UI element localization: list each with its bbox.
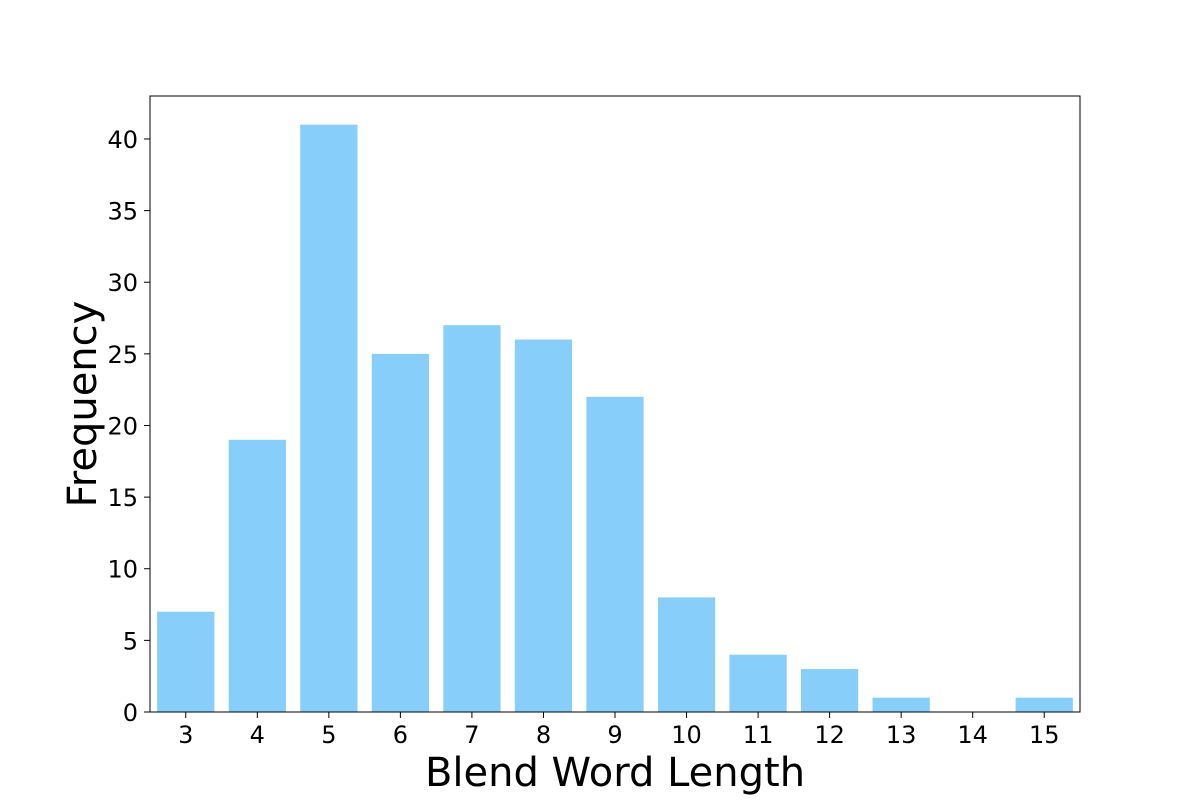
bar-10 <box>657 597 716 712</box>
bar-5 <box>300 124 358 712</box>
bar-6 <box>371 353 429 712</box>
bar-9 <box>586 396 644 712</box>
y-tick-label: 5 <box>123 627 138 655</box>
x-tick-label: 10 <box>671 721 702 749</box>
x-tick-label: 4 <box>250 721 265 749</box>
y-tick-label: 25 <box>107 341 138 369</box>
x-tick-label: 7 <box>464 721 479 749</box>
x-tick-label: 3 <box>178 721 193 749</box>
y-tick-label: 35 <box>107 198 138 226</box>
y-tick-label: 0 <box>123 699 138 727</box>
x-tick-label: 6 <box>393 721 408 749</box>
bar-11 <box>729 654 787 712</box>
bar-12 <box>801 669 859 712</box>
x-tick-label: 9 <box>607 721 622 749</box>
y-axis: 0 5 10 15 20 25 30 35 40 <box>107 126 150 727</box>
bar-7 <box>443 325 501 712</box>
x-tick-label: 13 <box>886 721 917 749</box>
y-axis-title: Frequency <box>60 301 106 508</box>
x-axis-title: Blend Word Length <box>425 750 805 796</box>
x-tick-label: 8 <box>536 721 551 749</box>
y-tick-label: 15 <box>107 484 138 512</box>
y-tick-label: 40 <box>107 126 138 154</box>
x-tick-label: 15 <box>1029 721 1060 749</box>
x-tick-label: 11 <box>743 721 774 749</box>
x-axis: 3 4 5 6 7 8 9 10 11 12 13 14 15 <box>178 712 1060 749</box>
x-tick-label: 5 <box>321 721 336 749</box>
y-tick-label: 20 <box>107 412 138 440</box>
bar-13 <box>872 697 930 712</box>
bar-3 <box>157 611 215 712</box>
bar-4 <box>228 439 286 712</box>
y-tick-label: 10 <box>107 556 138 584</box>
bar-8 <box>514 339 573 712</box>
x-tick-label: 12 <box>814 721 845 749</box>
bar-15 <box>1015 697 1073 712</box>
y-tick-label: 30 <box>107 269 138 297</box>
bars-group <box>157 124 1073 712</box>
x-tick-label: 14 <box>957 721 988 749</box>
